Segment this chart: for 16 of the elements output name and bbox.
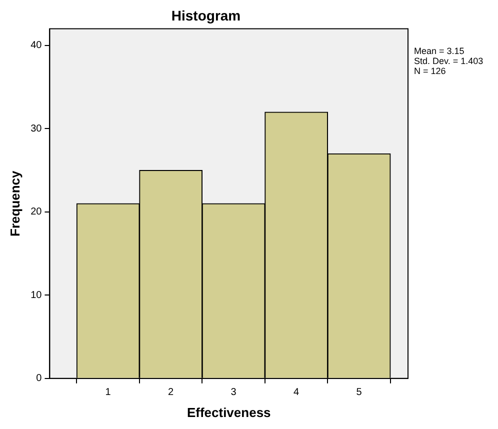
y-tick-label: 20 — [30, 206, 42, 218]
y-axis-title: Frequency — [7, 170, 22, 236]
x-axis-title: Effectiveness — [186, 404, 271, 420]
x-tick-label: 5 — [356, 387, 362, 398]
y-tick-label: 0 — [36, 373, 42, 384]
x-tick-label: 4 — [294, 387, 300, 398]
text: Mean = 3.15 — [414, 46, 464, 56]
x-tick-label: 2 — [168, 387, 174, 398]
y-tick-label: 30 — [30, 123, 42, 134]
x-tick-label: 3 — [230, 387, 237, 398]
y-tick-label: 40 — [30, 40, 42, 52]
text: Std. Dev. = 1.403 — [414, 56, 484, 66]
x-tick-label: 1 — [105, 387, 112, 398]
chart-title: Histogram — [171, 7, 241, 24]
y-tick-label: 10 — [30, 290, 42, 301]
text: N = 126 — [414, 66, 446, 76]
